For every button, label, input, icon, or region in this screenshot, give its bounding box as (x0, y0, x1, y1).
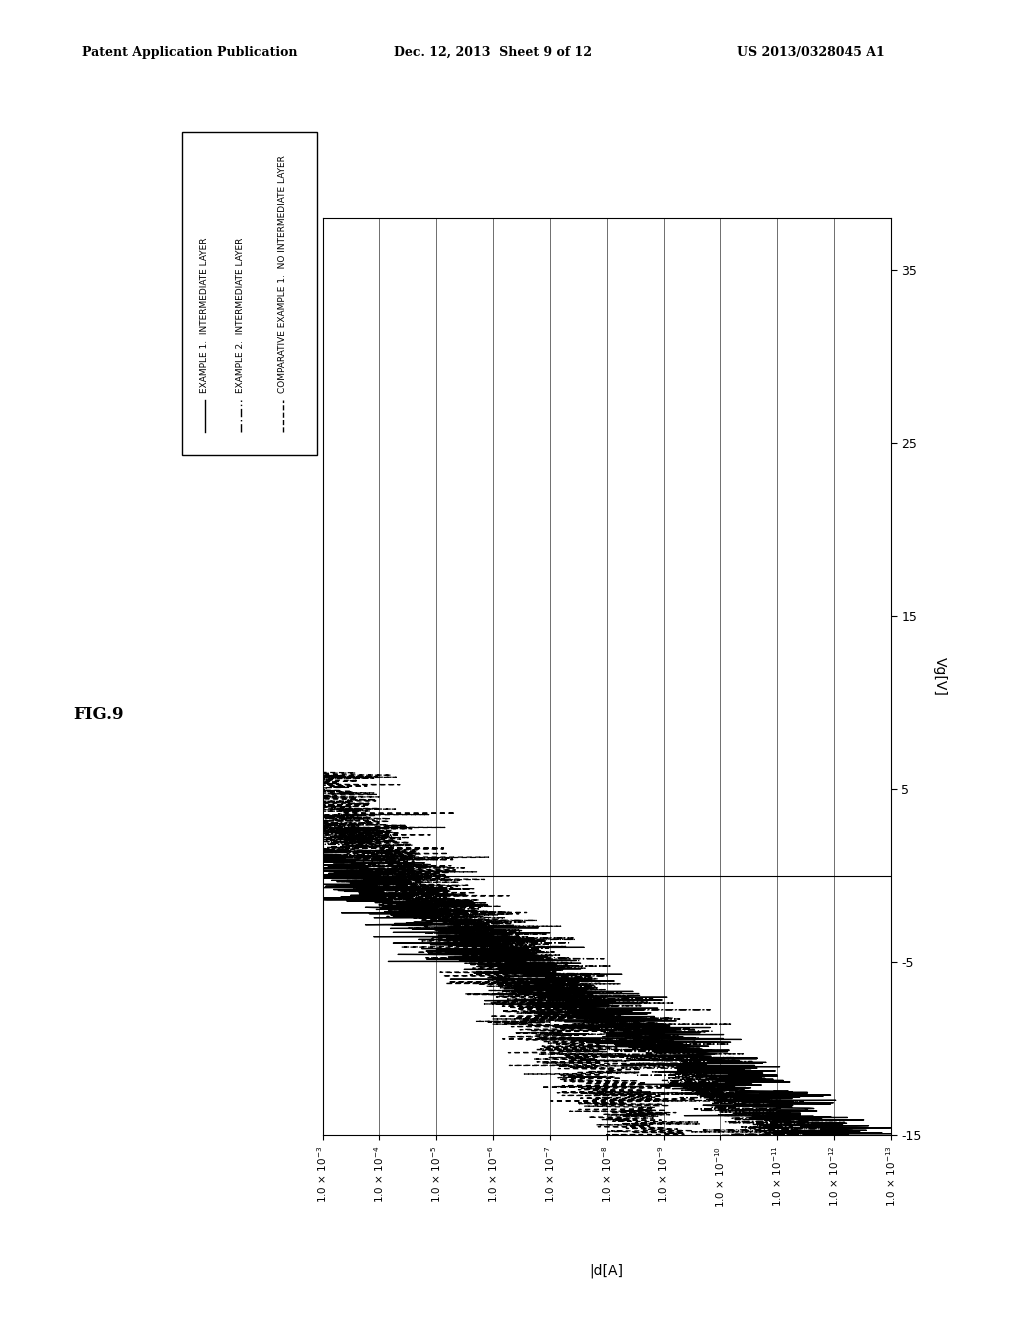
Text: US 2013/0328045 A1: US 2013/0328045 A1 (737, 46, 885, 59)
Text: EXAMPLE 2.  INTERMEDIATE LAYER: EXAMPLE 2. INTERMEDIATE LAYER (237, 238, 245, 393)
Text: Patent Application Publication: Patent Application Publication (82, 46, 297, 59)
Y-axis label: Vg[V]: Vg[V] (933, 657, 946, 696)
Text: EXAMPLE 1.  INTERMEDIATE LAYER: EXAMPLE 1. INTERMEDIATE LAYER (201, 238, 209, 393)
Text: Dec. 12, 2013  Sheet 9 of 12: Dec. 12, 2013 Sheet 9 of 12 (394, 46, 592, 59)
Text: FIG.9: FIG.9 (74, 706, 124, 723)
X-axis label: |d[A]: |d[A] (590, 1263, 624, 1278)
Text: COMPARATIVE EXAMPLE 1.  NO INTERMEDIATE LAYER: COMPARATIVE EXAMPLE 1. NO INTERMEDIATE L… (279, 156, 287, 393)
